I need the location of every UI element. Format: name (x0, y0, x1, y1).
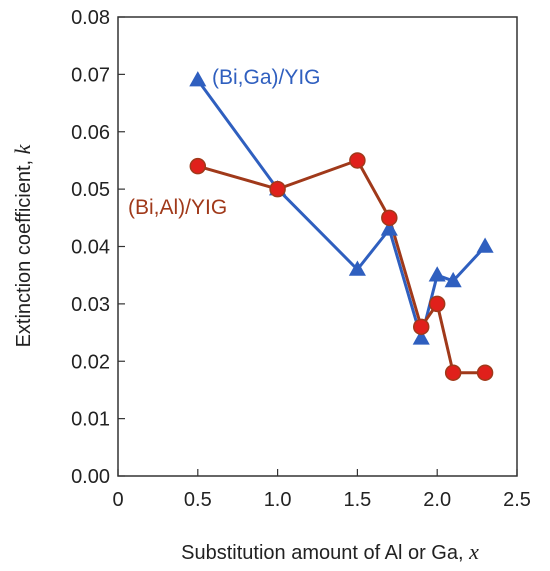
y-tick-label: 0.00 (71, 466, 110, 488)
y-tick-label: 0.01 (71, 409, 110, 431)
x-axis-ticks: 0 0.5 1.0 1.5 2.0 2.5 (112, 469, 531, 511)
data-point (444, 271, 462, 288)
y-tick-label: 0.02 (71, 351, 110, 373)
x-axis-title: Substitution amount of Al or Ga, x (181, 539, 479, 564)
data-point (380, 220, 398, 236)
data-point (476, 237, 494, 253)
y-axis-variable: k (10, 143, 35, 154)
y-tick-label: 0.03 (71, 294, 110, 316)
x-axis-title-text: Substitution amount of Al or Ga, (181, 542, 469, 564)
series-layer (189, 71, 494, 381)
series-label-bi-ga-yig: (Bi,Ga)/YIG (212, 66, 321, 89)
y-tick-label: 0.05 (71, 179, 110, 201)
plot-frame (117, 16, 518, 477)
data-point (428, 266, 446, 282)
x-axis-variable: x (468, 539, 479, 564)
x-tick-label: 2.0 (423, 489, 451, 511)
data-point (189, 157, 207, 175)
y-tick-label: 0.06 (71, 122, 110, 144)
y-tick-label: 0.07 (71, 64, 110, 86)
x-tick-label: 1.0 (264, 489, 292, 511)
x-tick-label: 0 (112, 489, 123, 511)
series-label-bi-al-yig: (Bi,Al)/YIG (128, 196, 227, 219)
y-axis-ticks: 0.00 0.01 0.02 0.03 0.04 0.05 0.06 0.07 0.08 (71, 7, 125, 488)
data-point (444, 364, 462, 381)
data-point (381, 209, 398, 227)
y-tick-label: 0.04 (71, 237, 110, 259)
data-point (269, 180, 286, 198)
data-point (348, 260, 366, 276)
data-point (476, 364, 494, 381)
series-line-1 (197, 158, 486, 375)
data-point (428, 295, 446, 313)
data-point (412, 318, 430, 336)
x-tick-label: 1.5 (343, 489, 371, 511)
y-axis-title-text: Extinction coefficient, (13, 154, 35, 347)
x-tick-label: 2.5 (503, 489, 531, 511)
data-point (189, 71, 207, 87)
x-tick-label: 0.5 (184, 489, 212, 511)
data-point (412, 329, 430, 345)
y-tick-label: 0.08 (71, 7, 110, 29)
y-axis-title: Extinction coefficient, k (10, 143, 35, 347)
data-point (349, 152, 366, 169)
